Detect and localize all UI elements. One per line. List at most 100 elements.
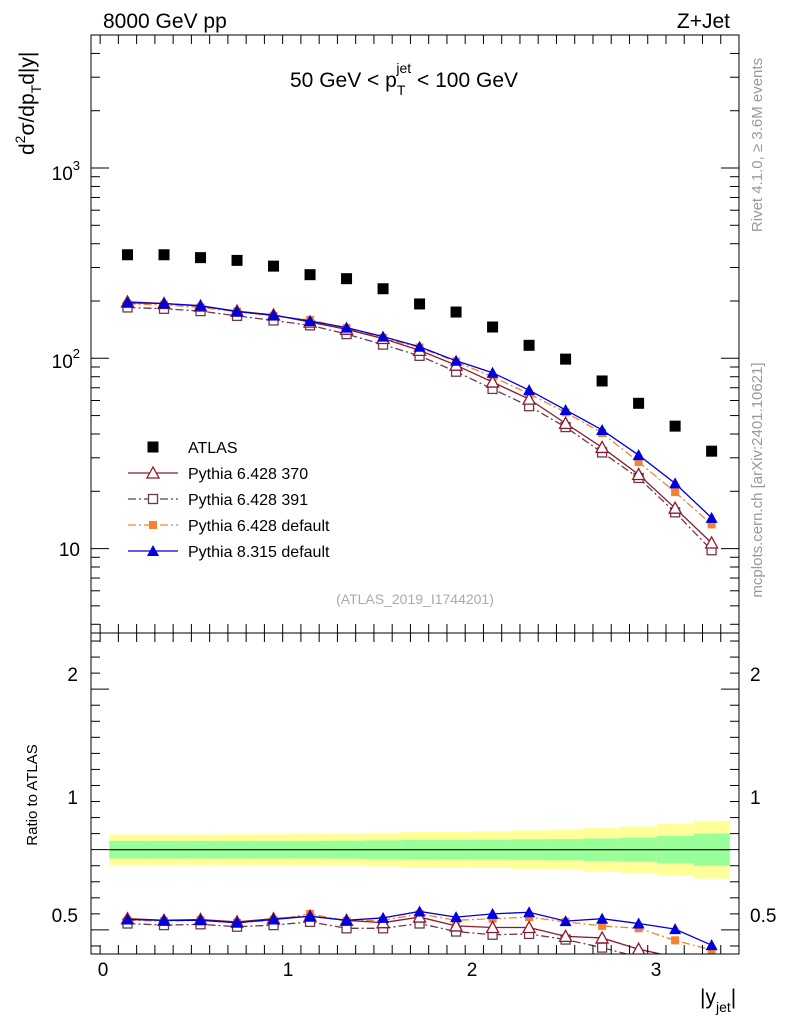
ratio-point-p8_def: [523, 906, 536, 918]
data-point-p8_def: [705, 511, 718, 523]
main-y-axis-label: d2σ/dpTd|y|: [12, 52, 44, 155]
legend-marker-p6_391: [147, 493, 159, 505]
ytick-label-10: 10: [59, 540, 80, 561]
data-point-atlas: [268, 260, 280, 272]
ratio-point-p8_def: [194, 914, 207, 926]
data-point-atlas: [487, 321, 499, 333]
ratio-point-p8_def: [450, 911, 463, 923]
data-point-p8_def: [413, 340, 426, 352]
mcplots-label: mcplots.cern.ch [arXiv:2401.10621]: [749, 362, 766, 597]
data-point-atlas: [669, 420, 681, 432]
data-point-atlas: [633, 397, 645, 409]
title-prefix: 50 GeV < p: [290, 69, 397, 92]
ratio-point-p6_370: [558, 928, 573, 942]
xtick-label-0: 0: [98, 960, 109, 981]
ratio-ytick-left-2: 2: [67, 665, 78, 686]
data-point-atlas: [158, 249, 170, 261]
data-point-p8_def: [158, 297, 171, 309]
title-suffix: < 100 GeV: [411, 69, 518, 92]
data-point-p8_def: [523, 384, 536, 396]
legend-marker-atlas: [147, 441, 159, 453]
ratio-point-p8_def: [413, 905, 426, 917]
legend-marker-p6_370: [145, 465, 161, 479]
ratio-point-p8_def: [121, 913, 134, 925]
ratio-ytick-right-0.5: 0.5: [750, 906, 776, 927]
rivet-version-label: Rivet 4.1.0, ≥ 3.6M events: [749, 58, 766, 232]
data-point-p6_370: [558, 416, 573, 430]
main-panel-title: 50 GeV < pTjet < 100 GeV: [290, 60, 518, 98]
ratio-point-p8_def: [304, 910, 317, 922]
data-point-atlas: [231, 254, 243, 266]
data-point-p8_def: [267, 309, 280, 321]
ratio-point-p8_def: [377, 911, 390, 923]
data-point-p6_370: [668, 500, 683, 514]
data-point-p8_def: [194, 299, 207, 311]
ratio-point-p6_391: [596, 942, 608, 953]
legend-marker-p8_def: [147, 545, 159, 556]
data-point-p8_def: [340, 321, 353, 333]
data-point-atlas: [706, 445, 718, 457]
data-point-p6_def: [671, 488, 680, 497]
ratio-ytick-right-1: 1: [750, 788, 761, 809]
ratio-point-p6_def: [671, 936, 680, 945]
data-point-p8_def: [559, 403, 572, 415]
main-axes: [91, 34, 739, 633]
xlabel-close: |: [731, 986, 736, 1009]
ytick-1000-base: 10: [52, 164, 73, 185]
data-point-atlas: [596, 375, 608, 387]
data-point-p8_def: [231, 305, 244, 317]
data-point-atlas: [414, 298, 426, 310]
title-subscript: T: [397, 82, 406, 98]
data-point-p8_def: [632, 449, 645, 461]
data-point-p6_370: [521, 391, 537, 405]
analysis-tag: (ATLAS_2019_I1744201): [336, 591, 494, 607]
data-point-p8_def: [377, 330, 390, 342]
main-plot-content: [120, 249, 719, 556]
ytick-label-1000: 103: [52, 158, 80, 185]
ratio-point-p8_def: [158, 914, 171, 926]
data-point-p8_def: [486, 366, 499, 378]
ratio-point-p6_370: [485, 920, 500, 934]
ratio-point-p6_370: [448, 918, 464, 932]
header-process-label: Z+Jet: [677, 10, 730, 33]
ratio-axes: [91, 633, 739, 954]
ratio-ytick-right-2: 2: [750, 665, 761, 686]
legend-label-p6_391: Pythia 6.428 391: [188, 492, 308, 509]
title-superscript: jet: [395, 60, 411, 76]
data-point-p6_370: [485, 374, 500, 388]
ratio-point-p8_def: [596, 912, 609, 924]
legend-label-atlas: ATLAS: [188, 440, 238, 457]
ratio-point-p8_def: [231, 916, 244, 928]
xlabel-sub: jet: [715, 999, 731, 1015]
ratio-point-p8_def: [669, 923, 682, 935]
data-point-p8_def: [596, 423, 609, 435]
xtick-label-1: 1: [283, 960, 294, 981]
x-axis-label: |yjet|: [700, 986, 736, 1015]
data-point-p6_370: [595, 440, 610, 454]
main-panel: 50 GeV < pTjet < 100 GeV d2σ/dpTd|y| 103…: [12, 34, 740, 634]
legend-marker-p6_def: [149, 521, 157, 529]
ratio-point-p8_def: [267, 913, 280, 925]
ytick-label-100: 102: [52, 346, 80, 373]
ratio-point-p6_def: [598, 921, 607, 930]
ratio-point-p8_def: [340, 914, 353, 926]
data-point-atlas: [450, 306, 462, 318]
data-point-p8_def: [450, 354, 463, 366]
ratio-point-p6_370: [521, 920, 537, 934]
ylabel-end: d|y|: [16, 52, 39, 85]
ratio-panel-frame: [90, 632, 740, 955]
data-point-atlas: [122, 249, 134, 261]
legend: ATLAS Pythia 6.428 370 Pythia 6.428 391 Pyt…: [128, 440, 330, 561]
legend-label-p6_def: Pythia 6.428 default: [188, 518, 330, 535]
data-point-p6_370: [631, 467, 646, 481]
data-point-p6_def: [707, 520, 716, 529]
ratio-point-p6_370: [595, 930, 610, 944]
ylabel-sub: T: [28, 84, 44, 93]
ylabel-d: d: [16, 143, 39, 155]
xlabel-main: |y: [700, 986, 716, 1009]
ytick-100-exp: 2: [73, 346, 80, 361]
ratio-ytick-left-1: 1: [67, 788, 78, 809]
data-point-p8_def: [304, 315, 317, 327]
ratio-point-p6_370: [631, 941, 646, 954]
